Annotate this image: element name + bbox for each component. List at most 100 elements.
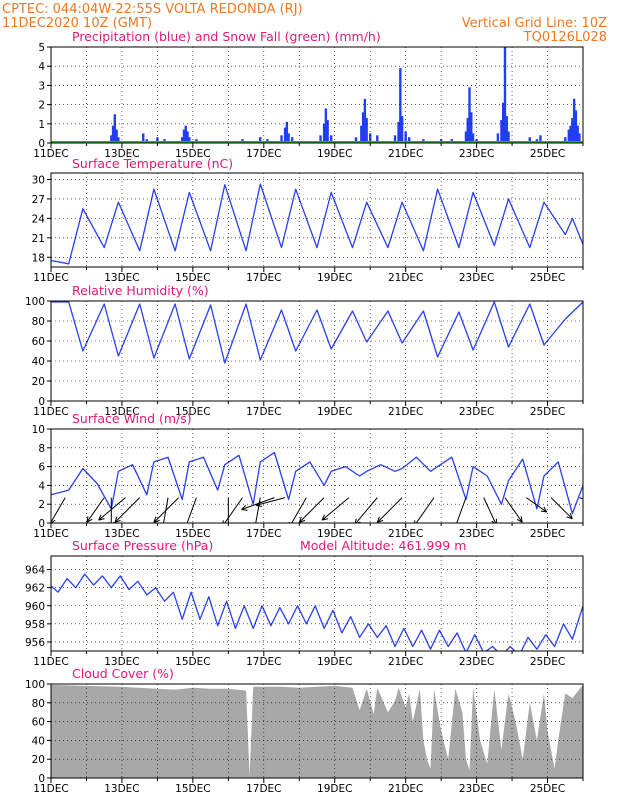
x-tick-label: 15DEC — [175, 148, 210, 160]
pressure-title: Surface Pressure (hPa) — [72, 538, 213, 553]
precip-bar — [115, 129, 118, 143]
precip-bar — [181, 137, 184, 143]
precip-bar — [397, 121, 400, 143]
y-tick-label: 0 — [38, 138, 45, 150]
wind-arrow-shaft — [51, 497, 66, 523]
x-tick-label: 19DEC — [317, 528, 352, 540]
precip-bar — [578, 133, 581, 143]
x-tick-label: 17DEC — [246, 272, 281, 284]
x-tick-label: 19DEC — [317, 148, 352, 160]
precip-bar — [399, 68, 402, 143]
pressure-frame — [50, 555, 584, 652]
temperature-title: Surface Temperature (nC) — [72, 156, 233, 171]
wind-arrow-head — [160, 526, 162, 532]
wind-arrow-head — [569, 513, 573, 519]
humidity-panel: 0 20 40 60 80 100 11DEC 13DEC 15DEC 17DEC 19DEC 21D… — [25, 283, 584, 418]
precip-bar — [576, 125, 579, 143]
precip-bar — [110, 135, 113, 143]
x-tick-label: 11DEC — [33, 406, 68, 418]
precip-bar — [400, 116, 404, 143]
temperature-panel: 18 21 24 27 30 11DEC 13DEC 15DEC 17DEC 19DEC 21DEC… — [32, 156, 584, 284]
x-tick-label: 11DEC — [33, 148, 68, 160]
x-tick-label: 17DEC — [246, 528, 281, 540]
x-tick-label: 13DEC — [104, 783, 139, 795]
precip-bar — [324, 108, 328, 143]
y-tick-label: 10 — [32, 424, 45, 436]
x-tick-label: 21DEC — [388, 272, 423, 284]
panels: 0 1 2 3 4 5 11DEC 13DEC 15DEC 17DEC 19DEC 21DEC 23DE… — [25, 29, 608, 795]
x-tick-label: 23DEC — [459, 272, 494, 284]
wind-arrow-head — [520, 516, 523, 523]
cloud-panel: 0 20 40 60 80 100 11DEC 13DEC 15DEC 17DEC 19DEC 21D… — [25, 666, 584, 795]
precip-bar — [470, 112, 473, 143]
precip-bar — [564, 137, 567, 143]
x-tick-label: 17DEC — [246, 656, 281, 668]
y-tick-label: 100 — [25, 679, 45, 691]
precip-bar — [142, 133, 145, 143]
precip-bar — [393, 135, 397, 143]
precip-bar — [319, 135, 322, 143]
pressure-note: Model Altitude: 461.999 m — [300, 538, 466, 553]
precip-bar — [466, 118, 469, 143]
x-tick-label: 11DEC — [33, 783, 68, 795]
x-tick-label: 17DEC — [246, 148, 281, 160]
x-tick-label: 19DEC — [317, 656, 352, 668]
wind-arrow-head — [299, 519, 306, 523]
humidity-title: Relative Humidity (%) — [72, 283, 209, 298]
pressure-line — [51, 573, 583, 651]
wind-arrow-head — [566, 516, 573, 520]
wind-arrow-head — [602, 508, 608, 509]
wind-arrow-shaft — [483, 497, 497, 523]
x-tick-label: 25DEC — [530, 528, 565, 540]
wind-arrow-head — [377, 519, 384, 523]
grid-note: Vertical Grid Line: 10Z — [462, 16, 607, 31]
precip-bar — [326, 119, 329, 143]
precip-bar — [572, 98, 576, 143]
precipitation-frame — [50, 46, 584, 144]
wind-arrow-shaft — [525, 497, 548, 513]
precip-bar — [376, 135, 379, 143]
precip-bar — [259, 137, 262, 143]
wind-arrow-head — [114, 516, 118, 523]
pressure-panel: 956 958 960 962 964 11DEC 13DEC 15DEC 17DEC 19DEC… — [25, 538, 584, 668]
y-tick-label: 5 — [38, 42, 45, 54]
wind-arrow-head — [222, 520, 224, 523]
y-tick-label: 958 — [25, 619, 45, 631]
x-tick-label: 21DEC — [388, 148, 423, 160]
precip-bar — [471, 133, 475, 143]
x-tick-label: 21DEC — [388, 656, 423, 668]
precip-bar — [156, 137, 159, 143]
wind-arrow-head — [376, 516, 380, 523]
cloud-title: Cloud Cover (%) — [72, 666, 174, 681]
x-tick-label: 15DEC — [175, 272, 210, 284]
y-tick-label: 20 — [32, 754, 45, 766]
y-tick-label: 60 — [32, 336, 45, 348]
precip-bar — [117, 137, 120, 143]
wind-arrow-head — [413, 520, 416, 523]
x-tick-label: 11DEC — [33, 656, 68, 668]
wind-arrow-shaft — [355, 497, 378, 523]
wind-arrow-head — [241, 504, 247, 510]
precipitation-title: Precipitation (blue) and Snow Fall (gree… — [72, 29, 381, 44]
precip-bar — [322, 123, 326, 143]
precip-bar — [502, 102, 505, 143]
y-tick-label: 2 — [38, 100, 45, 112]
x-tick-label: 13DEC — [104, 272, 139, 284]
x-tick-label: 25DEC — [530, 272, 565, 284]
x-tick-label: 17DEC — [246, 406, 281, 418]
wind-arrow-head — [162, 527, 166, 532]
wind-arrow-head — [289, 525, 294, 528]
precip-bar — [184, 125, 187, 143]
precip-bar — [111, 125, 115, 143]
precip-bar — [188, 137, 191, 143]
y-tick-label: 20 — [32, 376, 45, 388]
y-tick-label: 0 — [38, 518, 45, 530]
wind-arrow-head — [298, 516, 302, 523]
y-tick-label: 4 — [38, 480, 45, 492]
wind-arrow-head — [516, 518, 523, 523]
precip-bar — [354, 137, 358, 143]
precip-bar — [283, 127, 287, 143]
wind-arrow-head — [98, 518, 105, 521]
x-tick-label: 13DEC — [104, 528, 139, 540]
precip-bar — [287, 133, 290, 143]
